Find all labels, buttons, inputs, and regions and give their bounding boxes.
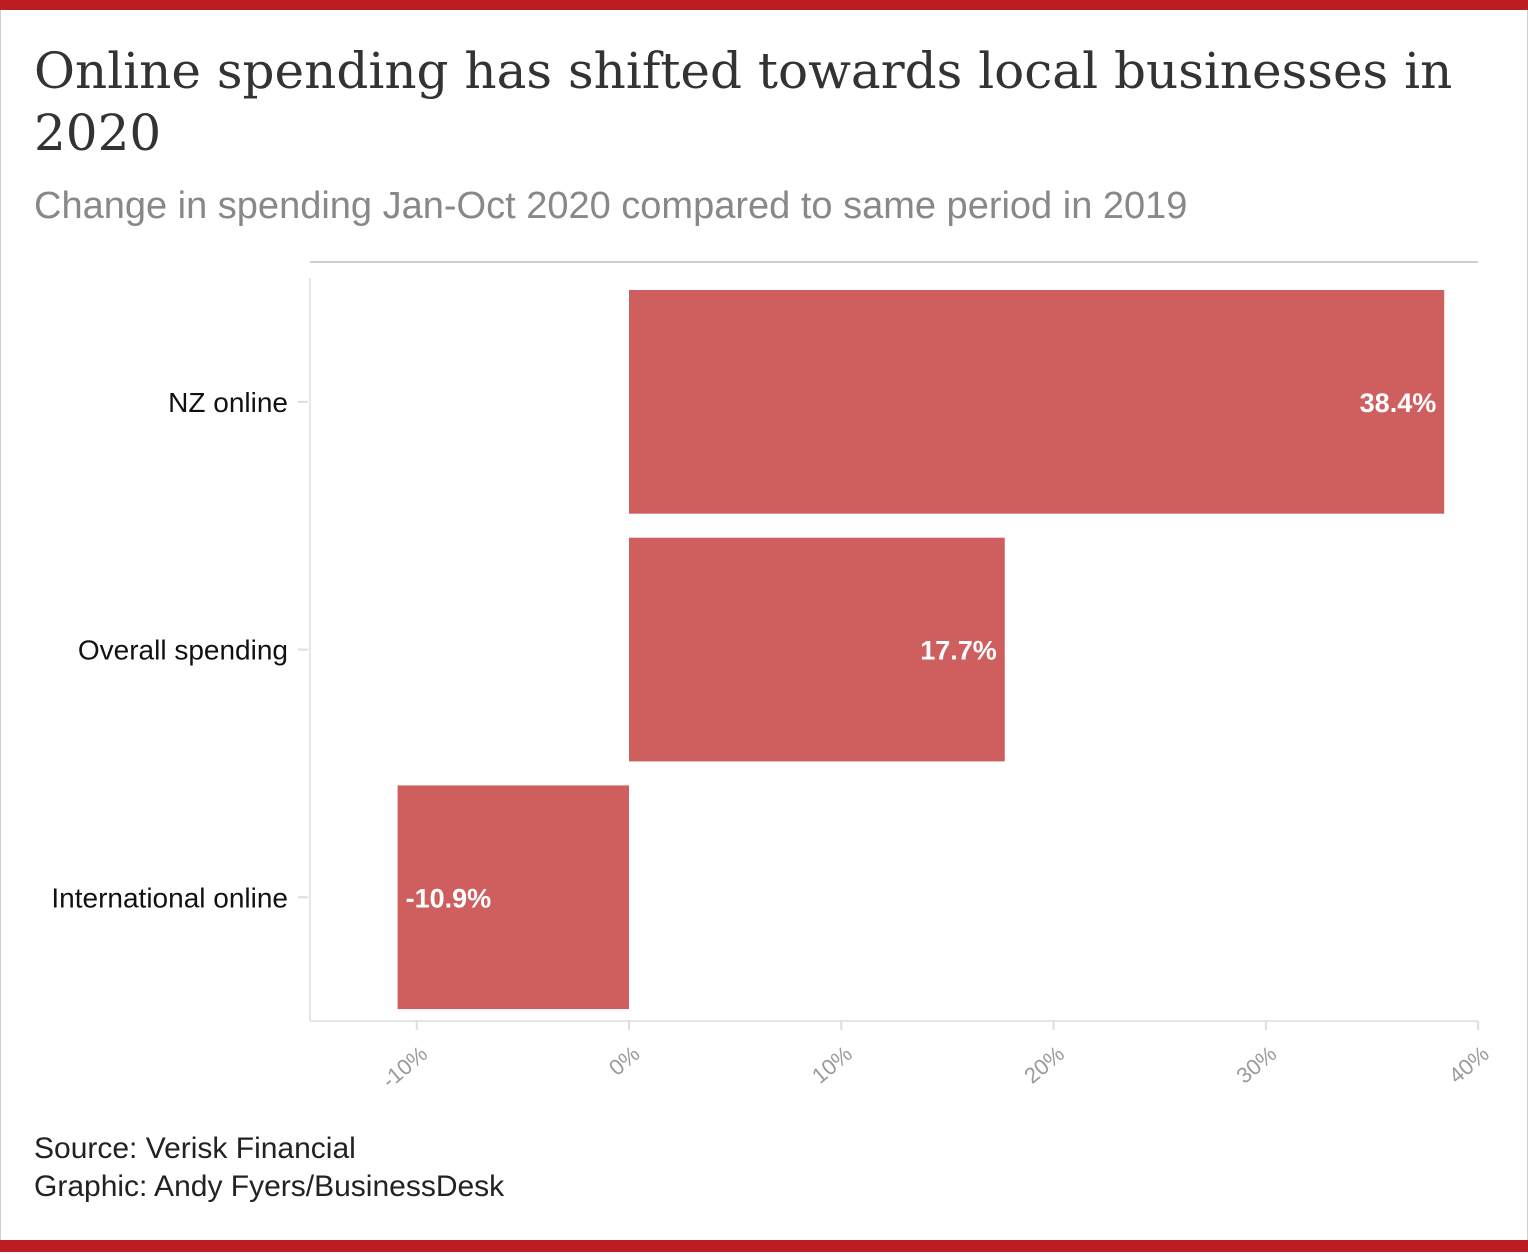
- data-label-overall-spending: 17.7%: [920, 636, 997, 666]
- y-axis-labels: NZ online Overall spending International o…: [51, 387, 308, 913]
- bars-group: 38.4% 17.7% -10.9%: [397, 290, 1445, 1010]
- data-label-international-online: -10.9%: [406, 883, 492, 913]
- y-label-international-online: International online: [51, 882, 288, 913]
- x-tick-label: 30%: [1232, 1041, 1282, 1088]
- chart-title: Online spending has shifted towards loca…: [34, 42, 1453, 162]
- chart-subtitle: Change in spending Jan-Oct 2020 compared…: [34, 185, 1188, 227]
- bar-international-online: [397, 785, 629, 1010]
- x-axis-ticks: -10% 0% 10% 20% 30% 40%: [377, 1021, 1494, 1093]
- frame-left-border: [0, 10, 1, 1240]
- y-label-nz-online: NZ online: [168, 387, 288, 418]
- x-tick-label: 0%: [604, 1041, 644, 1081]
- bottom-accent-rule: [0, 1240, 1528, 1252]
- bar-overall-spending: [629, 537, 1005, 762]
- x-tick-label: 40%: [1444, 1041, 1494, 1088]
- y-label-overall-spending: Overall spending: [78, 635, 288, 666]
- x-tick-label: -10%: [377, 1041, 432, 1093]
- x-tick-label: 20%: [1019, 1041, 1069, 1088]
- source-note: Source: Verisk Financial: [34, 1132, 356, 1165]
- top-accent-rule: [0, 0, 1528, 10]
- data-label-nz-online: 38.4%: [1360, 388, 1437, 418]
- credit-note: Graphic: Andy Fyers/BusinessDesk: [34, 1170, 505, 1203]
- chart-footer: Source: Verisk Financial Graphic: Andy F…: [34, 1130, 504, 1206]
- x-tick-label: 10%: [807, 1041, 857, 1088]
- bar-nz-online: [629, 290, 1445, 514]
